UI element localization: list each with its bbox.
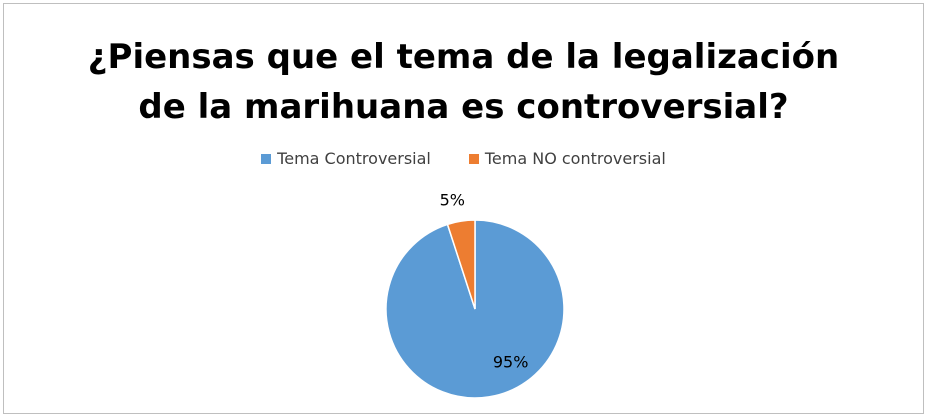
pie-slice-no-controversial	[446, 219, 476, 310]
legend-swatch-controversial	[261, 153, 272, 164]
legend-label-controversial: Tema Controversial	[277, 149, 431, 168]
pie-label-controversial: 95%	[493, 352, 529, 371]
pie-chart: 95% 5%	[385, 190, 565, 399]
chart-area: ¿Piensas que el tema de la legalización …	[3, 3, 924, 414]
legend-item-controversial: Tema Controversial	[261, 149, 431, 168]
chart-title: ¿Piensas que el tema de la legalización …	[4, 32, 923, 132]
chart-legend: Tema Controversial Tema NO controversial	[4, 149, 923, 168]
legend-label-no-controversial: Tema NO controversial	[484, 149, 666, 168]
chart-title-line-1: ¿Piensas que el tema de la legalización	[87, 37, 840, 77]
chart-title-line-2: de la marihuana es controversial?	[138, 87, 789, 127]
legend-swatch-no-controversial	[468, 153, 479, 164]
legend-item-no-controversial: Tema NO controversial	[468, 149, 666, 168]
pie-label-no-controversial: 5%	[440, 190, 465, 209]
